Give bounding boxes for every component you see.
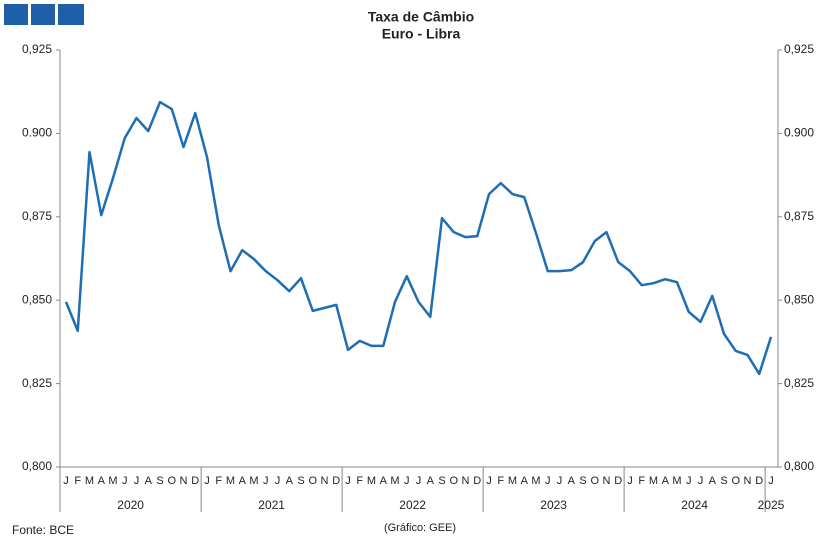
- x-tick-label: S: [579, 475, 586, 487]
- x-tick-label: O: [731, 475, 740, 487]
- x-tick-label: J: [263, 475, 269, 487]
- x-tick-label: J: [486, 475, 492, 487]
- x-tick-label: J: [627, 475, 633, 487]
- x-tick-label: J: [404, 475, 410, 487]
- x-tick-label: J: [275, 475, 281, 487]
- y-tick-label: 0,825: [22, 376, 52, 390]
- x-tick-label: A: [427, 475, 435, 487]
- x-tick-label: J: [698, 475, 704, 487]
- x-tick-label: F: [74, 475, 81, 487]
- y2-tick-label: 0,925: [784, 42, 814, 56]
- x-tick-label: A: [98, 475, 106, 487]
- x-tick-label: A: [239, 475, 247, 487]
- y-tick-label: 0,925: [22, 42, 52, 56]
- x-tick-label: J: [557, 475, 563, 487]
- x-tick-label: N: [744, 475, 752, 487]
- x-tick-label: N: [180, 475, 188, 487]
- x-tick-label: N: [462, 475, 470, 487]
- x-tick-label: M: [508, 475, 517, 487]
- x-tick-label: J: [122, 475, 128, 487]
- x-tick-label: J: [416, 475, 422, 487]
- x-tick-label: M: [367, 475, 376, 487]
- x-tick-label: J: [63, 475, 69, 487]
- x-tick-label: J: [545, 475, 551, 487]
- x-tick-label: J: [686, 475, 692, 487]
- y2-tick-label: 0.900: [784, 126, 814, 140]
- x-tick-label: A: [145, 475, 153, 487]
- x-tick-label: D: [755, 475, 763, 487]
- x-tick-label: S: [297, 475, 304, 487]
- y2-tick-label: 0,800: [784, 459, 814, 473]
- x-tick-label: M: [85, 475, 94, 487]
- year-label: 2022: [399, 498, 426, 512]
- logo-block: [58, 4, 84, 25]
- y2-tick-label: 0,875: [784, 209, 814, 223]
- x-tick-label: M: [249, 475, 258, 487]
- y2-tick-label: 0,825: [784, 376, 814, 390]
- x-tick-label: A: [568, 475, 576, 487]
- x-tick-label: O: [590, 475, 599, 487]
- x-tick-label: O: [449, 475, 458, 487]
- logo-block: [4, 4, 28, 25]
- x-tick-label: J: [134, 475, 140, 487]
- x-tick-label: M: [390, 475, 399, 487]
- x-tick-label: F: [215, 475, 222, 487]
- y-tick-label: 0,875: [22, 209, 52, 223]
- x-tick-label: M: [531, 475, 540, 487]
- x-tick-label: F: [356, 475, 363, 487]
- x-tick-label: M: [108, 475, 117, 487]
- y-tick-label: 0,850: [22, 292, 52, 306]
- x-tick-label: A: [521, 475, 529, 487]
- year-label: 2021: [258, 498, 285, 512]
- x-tick-label: F: [497, 475, 504, 487]
- y2-tick-label: 0,850: [784, 292, 814, 306]
- x-tick-label: M: [672, 475, 681, 487]
- x-tick-label: D: [473, 475, 481, 487]
- x-tick-label: A: [286, 475, 294, 487]
- year-label: 2023: [540, 498, 567, 512]
- credit: (Gráfico: GEE): [384, 522, 456, 534]
- x-tick-label: F: [638, 475, 645, 487]
- y-tick-label: 0,800: [22, 459, 52, 473]
- x-tick-label: D: [614, 475, 622, 487]
- x-tick-label: J: [768, 475, 774, 487]
- x-tick-label: O: [308, 475, 317, 487]
- x-tick-label: S: [438, 475, 445, 487]
- year-label: 2025: [758, 498, 785, 512]
- y-tick-label: 0.900: [22, 126, 52, 140]
- chart-subtitle: Euro - Libra: [382, 26, 461, 42]
- x-tick-label: A: [662, 475, 670, 487]
- x-tick-label: M: [649, 475, 658, 487]
- year-label: 2020: [117, 498, 144, 512]
- x-tick-label: O: [167, 475, 176, 487]
- x-tick-label: D: [191, 475, 199, 487]
- x-tick-label: D: [332, 475, 340, 487]
- x-tick-label: A: [709, 475, 717, 487]
- source: Fonte: BCE: [12, 523, 74, 537]
- series-line: [64, 100, 773, 376]
- logo-block: [31, 4, 55, 25]
- x-tick-label: A: [380, 475, 388, 487]
- chart-title: Taxa de Câmbio: [368, 9, 474, 25]
- x-tick-label: S: [720, 475, 727, 487]
- x-tick-label: N: [321, 475, 329, 487]
- x-tick-label: M: [226, 475, 235, 487]
- x-tick-label: N: [603, 475, 611, 487]
- x-tick-label: S: [156, 475, 163, 487]
- x-tick-label: J: [204, 475, 210, 487]
- year-label: 2024: [681, 498, 708, 512]
- x-tick-label: J: [345, 475, 351, 487]
